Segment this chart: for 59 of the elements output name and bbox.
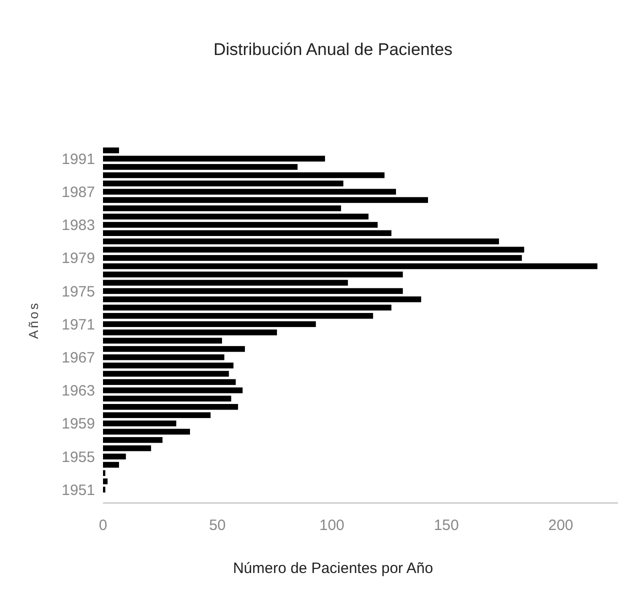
bar	[103, 188, 396, 195]
bar	[103, 462, 120, 468]
bar	[103, 330, 277, 336]
y-tick-label: 1979	[62, 250, 95, 268]
bar	[103, 338, 222, 344]
bar	[103, 280, 348, 286]
y-tick-label: 1971	[62, 316, 95, 334]
bar	[103, 396, 232, 402]
bar	[103, 321, 316, 328]
x-axis-title: Número de Pacientes por Año	[232, 560, 434, 577]
bar	[103, 272, 403, 278]
x-tick-label: 200	[548, 517, 574, 534]
bar	[103, 180, 344, 186]
bar	[103, 478, 108, 484]
bar	[103, 379, 236, 385]
bar	[103, 222, 378, 228]
x-tick-label: 50	[209, 517, 226, 534]
y-tick-label: 1959	[62, 416, 95, 433]
x-tick-label: 150	[434, 517, 459, 534]
bar	[103, 412, 211, 418]
bar	[103, 238, 499, 244]
y-tick-label: 1967	[62, 349, 95, 366]
bar	[103, 230, 392, 236]
bar	[103, 346, 245, 352]
bar	[103, 354, 224, 360]
bar	[103, 404, 238, 410]
bar	[103, 255, 522, 261]
bar	[103, 370, 229, 377]
bar	[103, 288, 403, 294]
bar	[103, 387, 243, 394]
bar	[103, 246, 524, 253]
bar	[103, 214, 369, 220]
y-tick-label: 1983	[62, 217, 95, 234]
y-tick-label: 1951	[62, 482, 95, 499]
bar	[103, 205, 342, 212]
y-tick-label: 1975	[62, 283, 95, 300]
y-tick-label: 1963	[62, 382, 95, 400]
bar	[103, 304, 392, 310]
bar	[103, 164, 298, 170]
y-tick-label: 1987	[62, 184, 95, 201]
bar	[103, 420, 176, 426]
x-tick-label: 0	[98, 517, 108, 534]
bar	[103, 147, 120, 154]
bar	[103, 197, 428, 203]
y-axis-title: Años	[26, 301, 41, 339]
bar	[103, 362, 234, 368]
bar	[103, 296, 422, 302]
bar	[103, 172, 385, 178]
bar	[103, 445, 152, 452]
bar	[103, 428, 190, 435]
x-tick-label: 100	[319, 517, 344, 534]
bar	[103, 156, 326, 162]
y-tick-label: 1991	[62, 150, 95, 168]
bar	[103, 437, 163, 443]
bar	[103, 263, 598, 270]
chart-title: Distribución Anual de Pacientes	[213, 40, 453, 59]
bar	[103, 312, 374, 319]
y-tick-label: 1955	[62, 448, 95, 466]
bar	[103, 454, 126, 460]
